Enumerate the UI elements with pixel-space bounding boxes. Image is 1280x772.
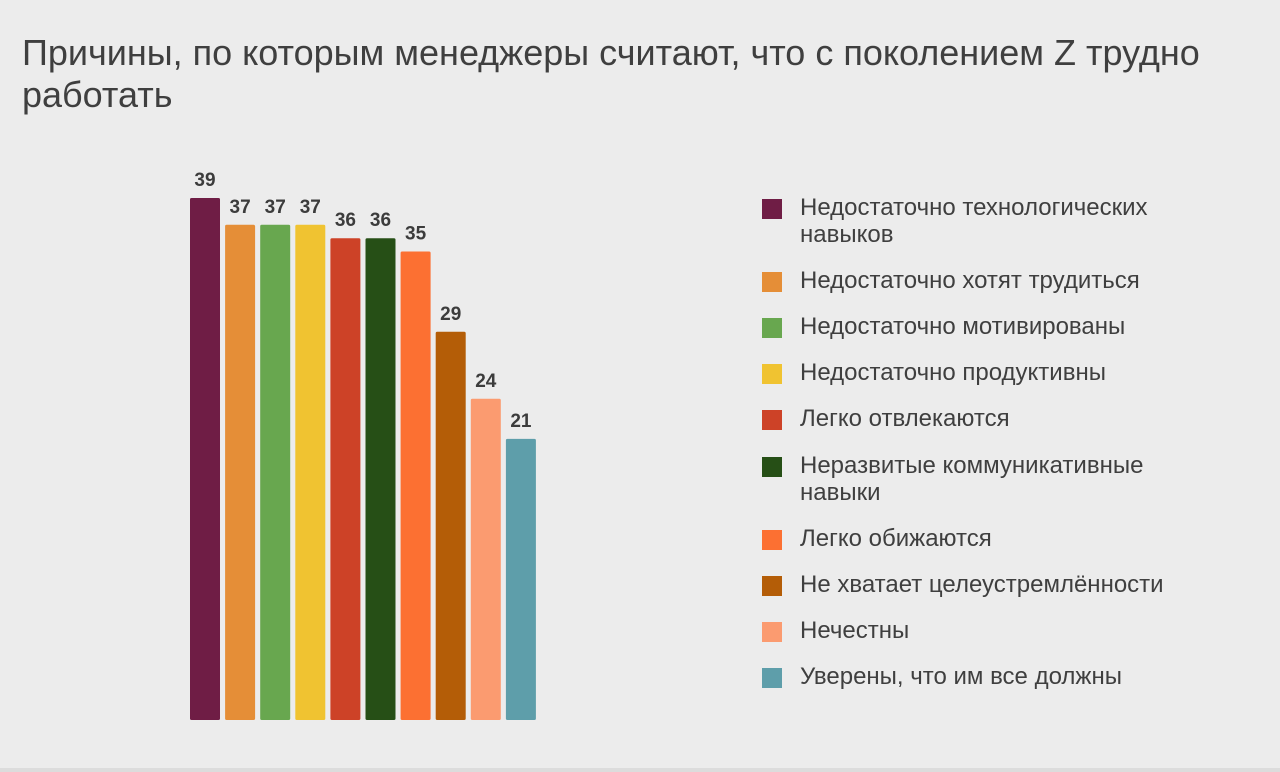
legend-label: Недостаточно хотят трудиться [800,267,1140,294]
legend-item-4: Недостаточно продуктивны [762,359,1242,386]
legend-item-10: Уверены, что им все должны [762,663,1242,690]
chart-legend: Недостаточно технологических навыков Недос… [762,194,1242,709]
legend-label: Недостаточно технологических навыков [800,194,1148,248]
bar-5 [330,238,361,720]
legend-swatch [762,364,782,384]
bar-10 [505,438,536,720]
bar-9 [470,398,501,720]
bar-1 [190,198,220,720]
chart-title: Причины, по которым менеджеры считают, ч… [22,32,1200,115]
legend-item-8: Не хватает целеустремлённости [762,571,1242,598]
data-label-1: 39 [194,170,215,191]
legend-swatch [762,668,782,688]
legend-swatch [762,622,782,642]
legend-swatch [762,530,782,550]
data-label-4: 37 [300,197,321,218]
bar-8 [435,331,466,720]
data-label-2: 37 [230,197,251,218]
legend-item-2: Недостаточно хотят трудиться [762,267,1242,294]
legend-swatch [762,457,782,477]
bar-6 [365,238,396,720]
bar-7 [400,251,431,720]
legend-label: Неразвитые коммуникативные навыки [800,452,1144,506]
legend-swatch [762,199,782,219]
legend-item-5: Легко отвлекаются [762,405,1242,432]
legend-swatch [762,576,782,596]
bar-2 [225,224,256,721]
legend-item-9: Нечестны [762,617,1242,644]
legend-label: Нечестны [800,617,910,644]
legend-label: Недостаточно мотивированы [800,313,1126,340]
legend-swatch [762,410,782,430]
legend-label: Не хватает целеустремлённости [800,571,1164,598]
legend-label: Легко отвлекаются [800,405,1010,432]
legend-item-1: Недостаточно технологических навыков [762,194,1242,248]
legend-label: Легко обижаются [800,525,992,552]
data-label-6: 36 [370,210,391,231]
data-label-5: 36 [335,210,356,231]
bar-3 [260,224,291,721]
bottom-divider [0,768,1280,772]
legend-label: Недостаточно продуктивны [800,359,1106,386]
data-label-3: 37 [265,197,286,218]
data-label-7: 35 [405,224,427,245]
bar-4 [295,224,326,721]
legend-item-6: Неразвитые коммуникативные навыки [762,452,1242,506]
legend-swatch [762,318,782,338]
data-label-9: 24 [475,371,497,392]
legend-label: Уверены, что им все должны [800,663,1122,690]
legend-item-3: Недостаточно мотивированы [762,313,1242,340]
data-label-8: 29 [440,304,461,325]
data-label-10: 21 [510,411,532,432]
legend-swatch [762,272,782,292]
legend-item-7: Легко обижаются [762,525,1242,552]
